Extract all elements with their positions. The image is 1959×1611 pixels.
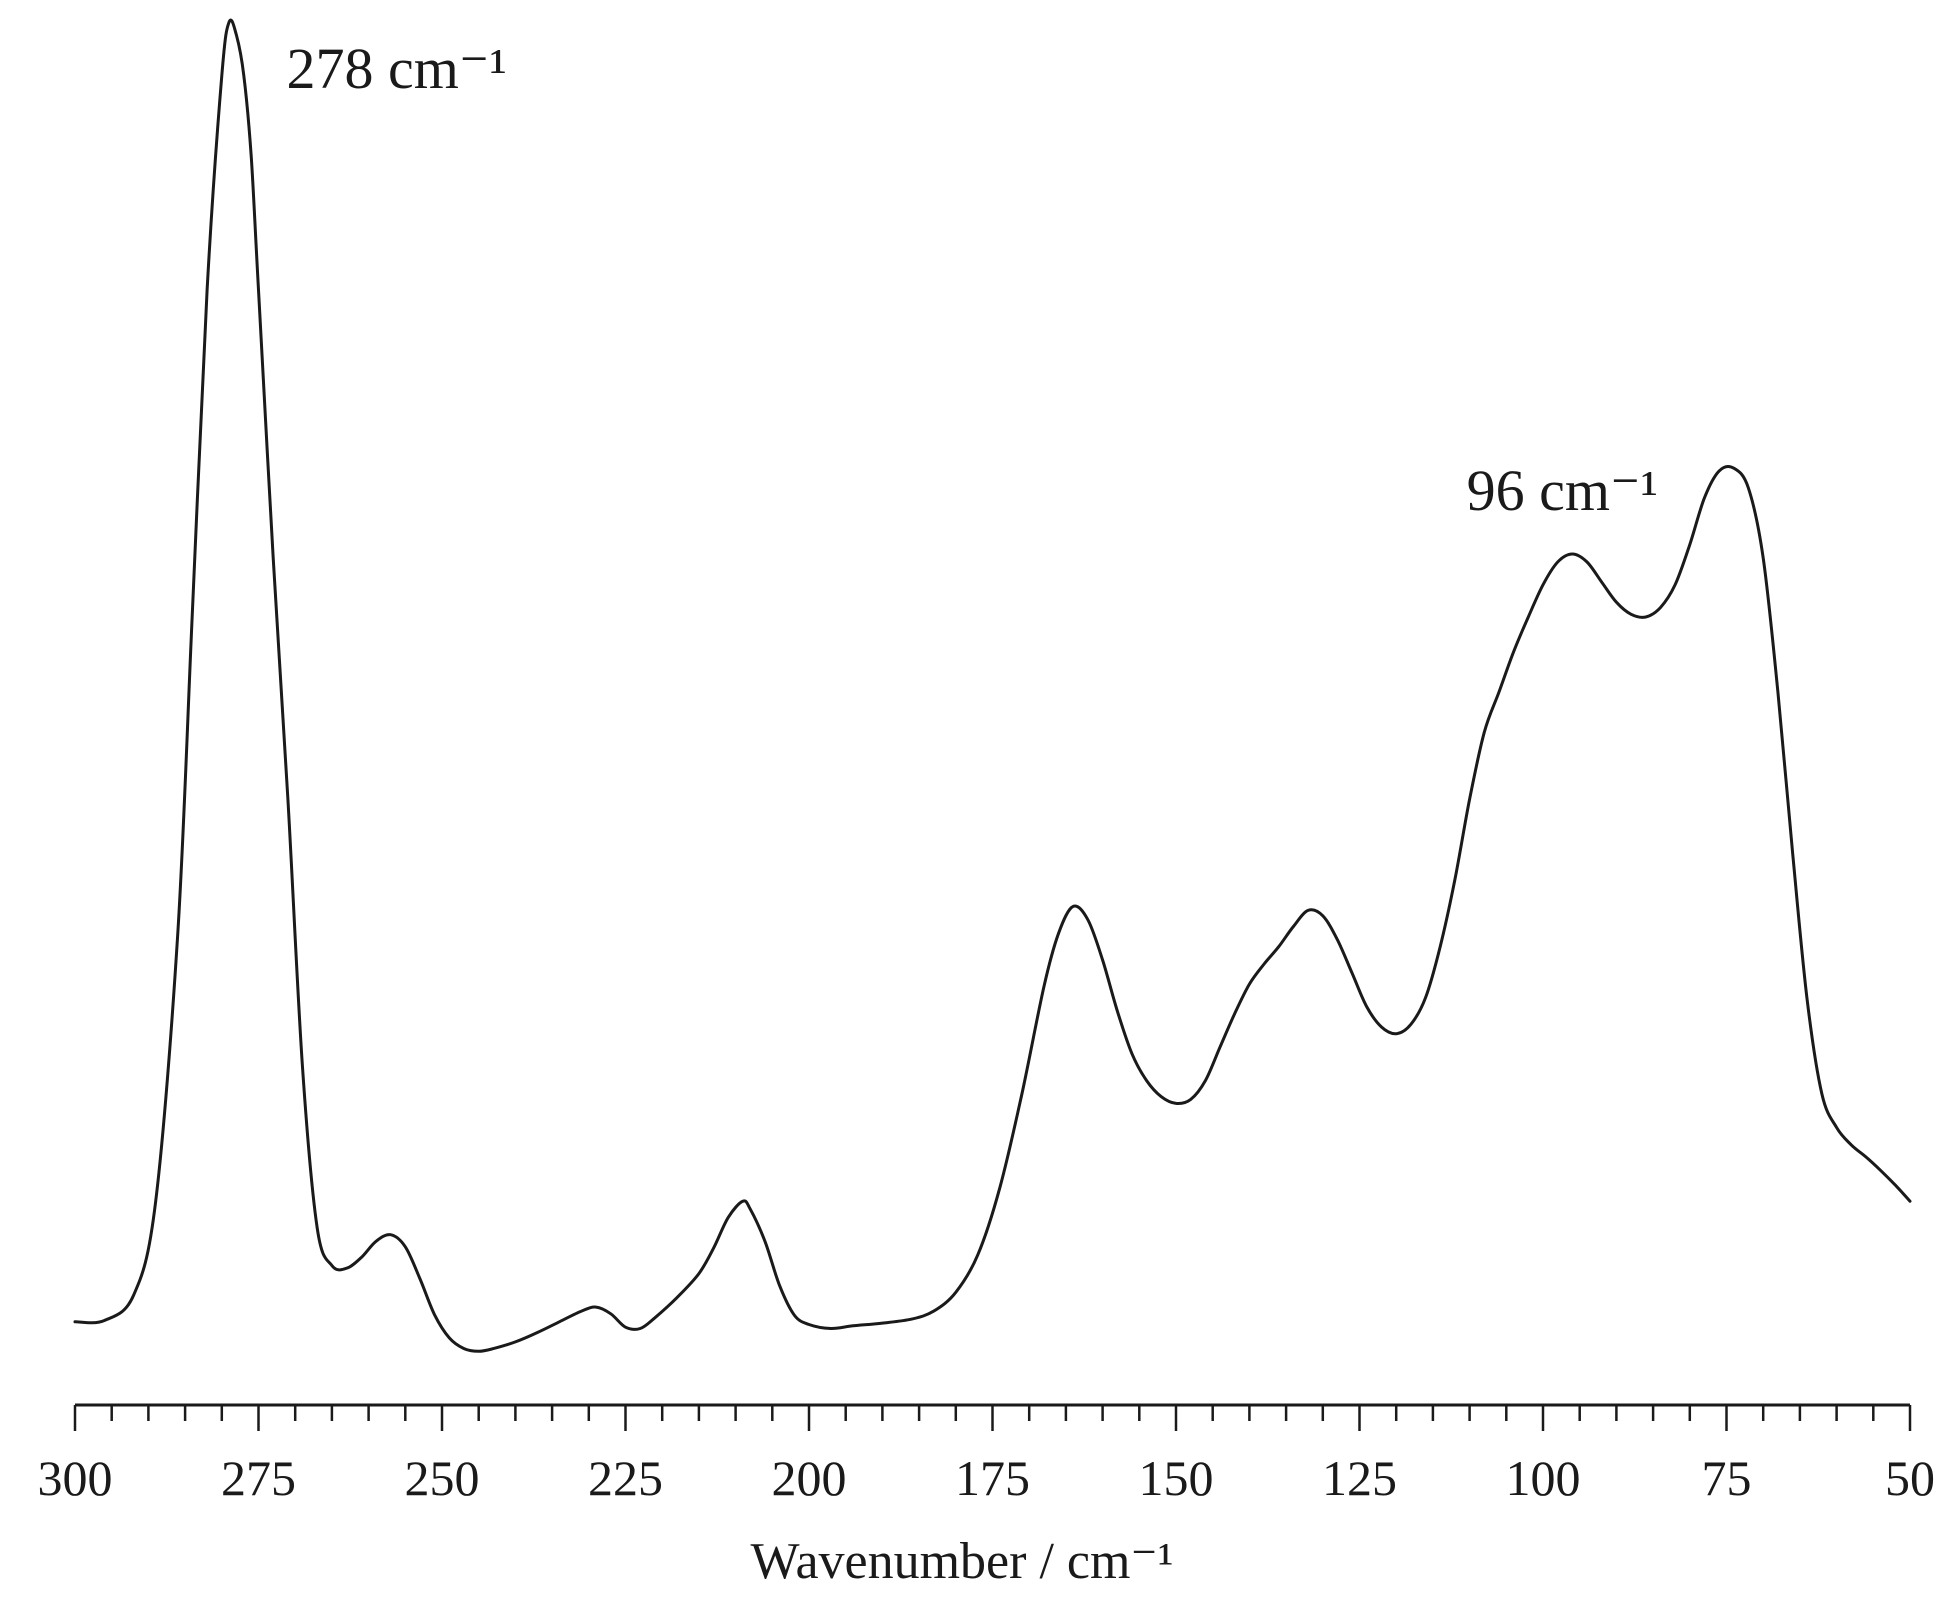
x-axis-minor-ticks <box>110 1405 1875 1421</box>
x-tick-label: 150 <box>1139 1450 1214 1506</box>
x-tick-label: 75 <box>1702 1450 1752 1506</box>
x-tick-label: 300 <box>38 1450 113 1506</box>
x-tick-label: 200 <box>772 1450 847 1506</box>
x-tick-label: 100 <box>1506 1450 1581 1506</box>
peak-label: 278 cm⁻¹ <box>286 36 506 101</box>
x-axis-tick-labels: 300 275 250 225 200 175 150 125 100 75 50 <box>38 1450 1936 1506</box>
x-axis-title: Wavenumber / cm⁻¹ <box>751 1533 1174 1590</box>
x-tick-label: 175 <box>955 1450 1030 1506</box>
x-tick-label: 50 <box>1885 1450 1935 1506</box>
peak-annotations: 278 cm⁻¹ 96 cm⁻¹ <box>286 36 1658 523</box>
spectrum-series-line <box>73 18 1912 1353</box>
peak-label: 96 cm⁻¹ <box>1467 458 1658 523</box>
x-axis-major-ticks <box>73 1405 1912 1431</box>
x-tick-label: 125 <box>1322 1450 1397 1506</box>
x-tick-label: 225 <box>588 1450 663 1506</box>
x-tick-label: 275 <box>221 1450 296 1506</box>
x-tick-label: 250 <box>405 1450 480 1506</box>
